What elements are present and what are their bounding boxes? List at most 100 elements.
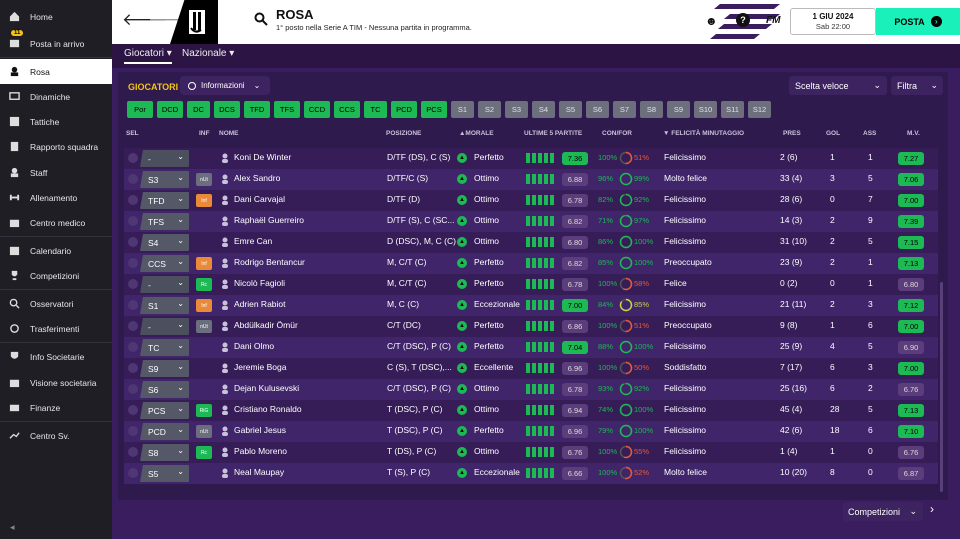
column-header-mv[interactable]: M.V. (907, 130, 920, 137)
table-row[interactable]: PCD ⌄ nUt Gabriel Jesus T (DSC), P (C) ▲ Perfe… (124, 421, 938, 442)
player-name[interactable]: Raphaël Guerreiro (234, 215, 304, 225)
sidebar-item-home[interactable]: Home (0, 4, 112, 29)
position-select[interactable]: TFD ⌄ (140, 192, 189, 209)
position-filter-dcs[interactable]: DCS (214, 101, 240, 118)
position-select[interactable]: S8 ⌄ (140, 444, 189, 461)
position-filter-s5[interactable]: S5 (559, 101, 582, 118)
select-checkbox[interactable] (128, 447, 138, 457)
position-filter-tfs[interactable]: TFS (274, 101, 300, 118)
fm-logo[interactable]: FM (766, 15, 781, 26)
quick-pick-button[interactable]: Scelta veloce ⌄ (789, 76, 887, 95)
tab-nazionale[interactable]: Nazionale ▾ (182, 48, 235, 59)
position-select[interactable]: S3 ⌄ (140, 171, 189, 188)
position-select[interactable]: TC ⌄ (140, 339, 189, 356)
column-header-felicita[interactable]: ▼ FELICITÀ MINUTAGGIO (663, 130, 745, 137)
position-filter-dcd[interactable]: DCD (157, 101, 183, 118)
select-checkbox[interactable] (128, 342, 138, 352)
player-name[interactable]: Dejan Kulusevski (234, 383, 300, 393)
user-icon[interactable]: ☻ (705, 14, 718, 28)
select-checkbox[interactable] (128, 237, 138, 247)
player-name[interactable]: Alex Sandro (234, 173, 281, 183)
column-header-morale[interactable]: ▲MORALE (459, 130, 494, 137)
player-name[interactable]: Adrien Rabiot (234, 299, 286, 309)
table-row[interactable]: - ⌄ Rc Nicolò Fagioli M, C/T (C) ▲ Perfetto 6.7… (124, 274, 938, 295)
sidebar-item-visione-societaria[interactable]: Visione societaria (0, 370, 112, 395)
position-select[interactable]: - ⌄ (140, 276, 189, 293)
column-header-ass[interactable]: ASS (863, 130, 877, 137)
competitions-button[interactable]: Competizioni ⌄ (843, 502, 923, 521)
position-select[interactable]: PCD ⌄ (140, 423, 189, 440)
table-row[interactable]: S3 ⌄ nUt Alex Sandro D/TF/C (S) ▲ Ottimo 6.88 96… (124, 169, 938, 190)
position-filter-s6[interactable]: S6 (586, 101, 609, 118)
table-row[interactable]: S6 ⌄ Dejan Kulusevski C/T (DSC), P (C) ▲ Otti… (124, 379, 938, 400)
position-filter-ccd[interactable]: CCD (304, 101, 330, 118)
table-row[interactable]: S1 ⌄ Inf Adrien Rabiot M, C (C) ▲ Eccezionale 7… (124, 295, 938, 316)
position-filter-s9[interactable]: S9 (667, 101, 690, 118)
select-checkbox[interactable] (128, 174, 138, 184)
position-select[interactable]: PCS ⌄ (140, 402, 189, 419)
table-row[interactable]: PCS ⌄ RiG Cristiano Ronaldo T (DSC), P (C) ▲ O… (124, 400, 938, 421)
player-name[interactable]: Dani Olmo (234, 341, 275, 351)
player-name[interactable]: Cristiano Ronaldo (234, 404, 302, 414)
table-row[interactable]: S5 ⌄ Neal Maupay T (S), P (C) ▲ Eccezionale 6.… (124, 463, 938, 484)
position-filter-s1[interactable]: S1 (451, 101, 474, 118)
table-row[interactable]: TC ⌄ Dani Olmo C/T (DSC), P (C) ▲ Perfetto 7.0… (124, 337, 938, 358)
column-header-gol[interactable]: GOL (826, 130, 841, 137)
sidebar-item-info-societarie[interactable]: Info Societarie (0, 344, 112, 369)
back-arrow-icon[interactable]: 🡐 (122, 10, 168, 29)
sidebar-item-trasferimenti[interactable]: Trasferimenti (0, 316, 112, 341)
position-filter-s3[interactable]: S3 (505, 101, 528, 118)
select-checkbox[interactable] (128, 216, 138, 226)
column-header-ult5[interactable]: ULTIME 5 PARTITE (524, 130, 583, 137)
position-filter-dc[interactable]: DC (187, 101, 210, 118)
select-checkbox[interactable] (128, 363, 138, 373)
tab-giocatori[interactable]: Giocatori ▾ (124, 48, 172, 64)
position-filter-ccs[interactable]: CCS (334, 101, 360, 118)
table-row[interactable]: - ⌄ Koni De Winter D/TF (DS), C (S) ▲ Perfett… (124, 148, 938, 169)
player-name[interactable]: Rodrigo Bentancur (234, 257, 305, 267)
player-name[interactable]: Abdülkadir Ömür (234, 320, 298, 330)
table-row[interactable]: S8 ⌄ Rc Pablo Moreno T (DS), P (C) ▲ Ottimo 6.7… (124, 442, 938, 463)
position-filter-s2[interactable]: S2 (478, 101, 501, 118)
table-row[interactable]: S4 ⌄ Emre Can D (DSC), M, C (C) ▲ Ottimo 6.80 8… (124, 232, 938, 253)
position-filter-por[interactable]: Por (127, 101, 153, 118)
position-filter-pcs[interactable]: PCS (421, 101, 447, 118)
column-header-confor[interactable]: CON/FOR (602, 130, 632, 137)
sidebar-item-rosa[interactable]: Rosa (0, 59, 112, 84)
sidebar-item-competizioni[interactable]: Competizioni (0, 263, 112, 288)
column-header-sel[interactable]: SEL (126, 130, 139, 137)
position-filter-s4[interactable]: S4 (532, 101, 555, 118)
position-filter-s10[interactable]: S10 (694, 101, 717, 118)
back-icon[interactable]: ◂ (10, 522, 15, 532)
date-display[interactable]: 1 GIU 2024 Sab 22:00 (790, 8, 876, 35)
position-filter-pcd[interactable]: PCD (391, 101, 417, 118)
column-header-nome[interactable]: NOME (219, 130, 239, 137)
player-name[interactable]: Koni De Winter (234, 152, 292, 162)
position-filter-s8[interactable]: S8 (640, 101, 663, 118)
sidebar-item-calendario[interactable]: Calendario (0, 238, 112, 263)
player-name[interactable]: Pablo Moreno (234, 446, 287, 456)
position-select[interactable]: S4 ⌄ (140, 234, 189, 251)
select-checkbox[interactable] (128, 426, 138, 436)
select-checkbox[interactable] (128, 405, 138, 415)
help-icon[interactable]: ? (736, 13, 750, 27)
position-select[interactable]: TFS ⌄ (140, 213, 189, 230)
scrollbar[interactable] (940, 282, 943, 492)
position-select[interactable]: S5 ⌄ (140, 465, 189, 482)
player-name[interactable]: Dani Carvajal (234, 194, 286, 204)
column-header-inf[interactable]: INF (199, 130, 210, 137)
player-name[interactable]: Gabriel Jesus (234, 425, 286, 435)
select-checkbox[interactable] (128, 153, 138, 163)
select-checkbox[interactable] (128, 258, 138, 268)
column-header-pos[interactable]: POSIZIONE (386, 130, 422, 137)
sidebar-item-finanze[interactable]: Finanze (0, 395, 112, 420)
table-row[interactable]: S9 ⌄ Jeremie Boga C (S), T (DSC),... ▲ Eccell… (124, 358, 938, 379)
sidebar-item-staff[interactable]: Staff (0, 160, 112, 185)
position-select[interactable]: - ⌄ (140, 150, 189, 167)
sidebar-item-tattiche[interactable]: Tattiche (0, 109, 112, 134)
sidebar-item-centro-medico[interactable]: Centro medico (0, 210, 112, 235)
select-checkbox[interactable] (128, 279, 138, 289)
position-select[interactable]: - ⌄ (140, 318, 189, 335)
position-select[interactable]: S6 ⌄ (140, 381, 189, 398)
table-row[interactable]: TFD ⌄ Inf Dani Carvajal D/TF (D) ▲ Ottimo 6.78 8… (124, 190, 938, 211)
